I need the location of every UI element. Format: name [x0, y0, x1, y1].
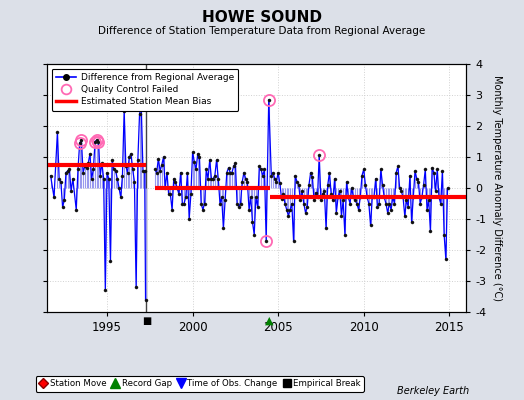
Legend: Difference from Regional Average, Quality Control Failed, Estimated Station Mean: Difference from Regional Average, Qualit… [52, 68, 238, 111]
Text: Difference of Station Temperature Data from Regional Average: Difference of Station Temperature Data f… [99, 26, 425, 36]
Text: ▲: ▲ [265, 316, 274, 326]
Legend: Station Move, Record Gap, Time of Obs. Change, Empirical Break: Station Move, Record Gap, Time of Obs. C… [36, 376, 364, 392]
Text: HOWE SOUND: HOWE SOUND [202, 10, 322, 25]
Text: ■: ■ [142, 316, 151, 326]
Y-axis label: Monthly Temperature Anomaly Difference (°C): Monthly Temperature Anomaly Difference (… [492, 75, 502, 301]
Text: Berkeley Earth: Berkeley Earth [397, 386, 469, 396]
